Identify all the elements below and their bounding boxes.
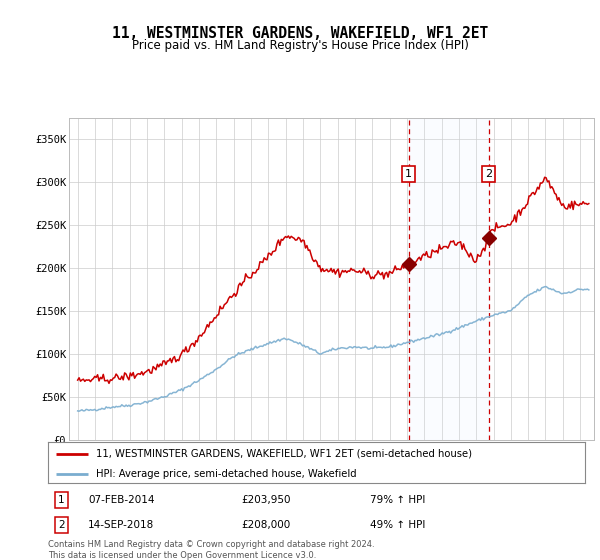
Text: 1: 1 [58, 495, 65, 505]
Text: 2: 2 [58, 520, 65, 530]
Text: 07-FEB-2014: 07-FEB-2014 [88, 495, 155, 505]
Text: 49% ↑ HPI: 49% ↑ HPI [370, 520, 425, 530]
Text: 14-SEP-2018: 14-SEP-2018 [88, 520, 155, 530]
Text: HPI: Average price, semi-detached house, Wakefield: HPI: Average price, semi-detached house,… [97, 469, 357, 479]
Text: 1: 1 [405, 169, 412, 179]
Text: 79% ↑ HPI: 79% ↑ HPI [370, 495, 425, 505]
Text: 2: 2 [485, 169, 492, 179]
Text: 11, WESTMINSTER GARDENS, WAKEFIELD, WF1 2ET (semi-detached house): 11, WESTMINSTER GARDENS, WAKEFIELD, WF1 … [97, 449, 472, 459]
Text: Contains HM Land Registry data © Crown copyright and database right 2024.
This d: Contains HM Land Registry data © Crown c… [48, 540, 374, 560]
Text: £203,950: £203,950 [241, 495, 291, 505]
Text: Price paid vs. HM Land Registry's House Price Index (HPI): Price paid vs. HM Land Registry's House … [131, 39, 469, 53]
Text: £208,000: £208,000 [241, 520, 290, 530]
Text: 11, WESTMINSTER GARDENS, WAKEFIELD, WF1 2ET: 11, WESTMINSTER GARDENS, WAKEFIELD, WF1 … [112, 26, 488, 41]
Bar [409, 118, 488, 440]
